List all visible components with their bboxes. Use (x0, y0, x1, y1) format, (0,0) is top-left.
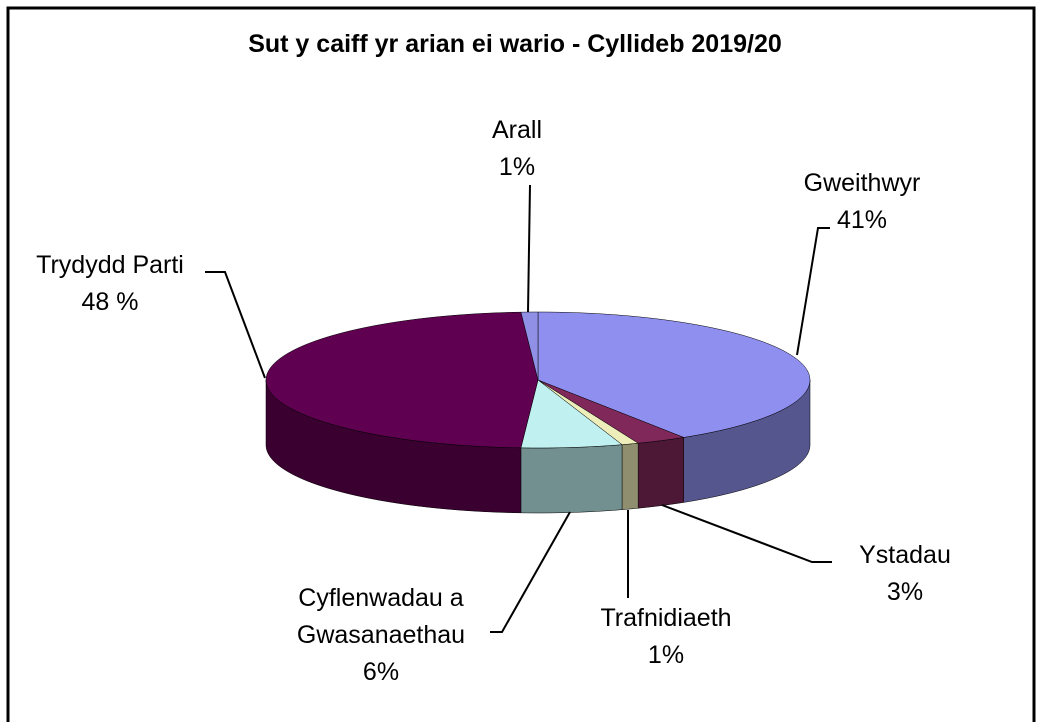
data-label: Cyflenwadau a Gwasanaethau 6% (261, 580, 501, 691)
slice (537, 311, 811, 438)
value-label: 41% (836, 206, 888, 234)
leader-line (796, 227, 830, 356)
category-label: Cyflenwadau a Gwasanaethau (296, 584, 466, 649)
category-label: Trydydd Parti (36, 251, 184, 279)
slice (520, 379, 623, 449)
slice (265, 311, 539, 449)
value-label: 3% (886, 578, 924, 606)
category-label: Gweithwyr (803, 169, 921, 197)
chart-title: Sut y caiff yr arian ei wario - Cyllideb… (248, 30, 782, 58)
category-label: Arall (491, 116, 543, 144)
category-label: Ystadau (859, 541, 951, 569)
slice-side (621, 442, 639, 510)
category-label: Trafnidiaeth (600, 604, 732, 632)
data-label: Arall 1% (492, 112, 542, 186)
leader-line (205, 271, 266, 379)
data-label: Gweithwyr 41% (804, 165, 921, 239)
data-label: Trafnidiaeth 1% (600, 600, 731, 674)
value-label: 48 % (81, 288, 139, 316)
leader-line (527, 184, 531, 313)
leader-line (490, 511, 571, 633)
leader-line (661, 504, 832, 563)
slice-side (637, 437, 684, 509)
slice (520, 311, 539, 381)
data-label: Trydydd Parti 48 % (36, 247, 184, 321)
frame (6, 6, 1036, 722)
data-label: Ystadau 3% (859, 537, 951, 611)
slice (537, 379, 685, 444)
value-label: 6% (362, 658, 400, 686)
value-label: 1% (647, 641, 685, 669)
value-label: 1% (498, 153, 536, 181)
slice-side (520, 444, 623, 514)
